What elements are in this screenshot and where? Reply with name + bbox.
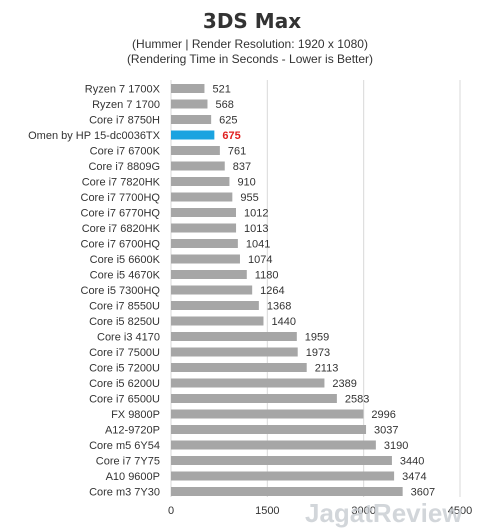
value-label: 1180 [255,270,279,282]
x-tick-label: 1500 [255,505,279,517]
value-label: 3607 [411,487,435,499]
category-label: Core i7 7Y75 [96,456,160,468]
category-label: Core i7 8550U [89,301,160,313]
value-label: 1973 [306,347,330,359]
category-labels: Ryzen 7 1700X Ryzen 7 1700 Core i7 8750H Om… [28,84,161,499]
category-label: Core i7 6770HQ [81,208,161,220]
chart-subtitle-1: (Hummer | Render Resolution: 1920 x 1080… [132,37,368,51]
category-label: Ryzen 7 1700 [92,99,160,111]
bar [171,208,236,217]
bar [171,177,230,186]
value-label: 3440 [400,456,424,468]
value-label: 2996 [371,409,395,421]
category-label: Core i7 7700HQ [81,192,161,204]
category-label: FX 9800P [111,409,160,421]
chart-subtitle-2: (Rendering Time in Seconds - Lower is Be… [127,52,373,66]
value-label: 568 [215,99,233,111]
bar [171,99,208,109]
bar [171,192,233,202]
bar [171,239,238,248]
x-tick-label: 4500 [448,505,472,517]
bar [171,270,247,279]
value-labels: 521 568 625 675 761 837 910 955 1012 1013 1041 1074… [212,84,435,499]
bar [171,115,212,124]
value-label: 2113 [315,363,339,375]
category-label: Core i3 4170 [97,332,160,344]
value-label: 625 [219,115,237,127]
value-label: 3037 [374,425,398,437]
value-label: 1013 [244,223,268,235]
value-label: 1041 [246,239,270,251]
category-label: Core i5 7200U [89,363,160,375]
value-label: 1074 [248,254,272,266]
category-label: Core i7 6820HK [82,223,161,235]
bar-highlight [171,130,215,140]
bar [171,223,237,233]
bars [171,84,403,496]
bar [171,84,205,93]
bar [171,487,403,496]
value-label: 910 [237,177,255,189]
x-tick-label: 3000 [351,505,375,517]
category-label: Core i5 7300HQ [81,285,161,297]
category-label: Core i7 7820HK [82,177,161,189]
value-label: 2389 [332,378,356,390]
value-label: 1368 [267,301,291,313]
category-label: Core i7 8750H [89,115,160,127]
bar [171,161,225,171]
bar [171,316,264,326]
category-label: Core i5 6200U [89,378,160,390]
bar [171,363,307,372]
category-label: Omen by HP 15-dc0036TX [28,130,161,142]
category-label: Core i7 6700K [90,146,161,158]
category-label: Core i5 8250U [89,316,160,328]
chart-title: 3DS Max [203,9,301,33]
value-label: 761 [228,146,246,158]
value-label: 837 [233,161,251,173]
bar [171,146,220,155]
category-label: Core i7 6700HQ [81,239,161,251]
value-label: 955 [240,192,258,204]
category-label: A10 9600P [106,471,160,483]
value-label: 1959 [305,332,329,344]
watermark-logo: JagatReview [305,498,463,528]
bar [171,440,376,450]
category-label: Core i7 7500U [89,347,160,359]
category-label: Core m3 7Y30 [89,487,160,499]
bar [171,254,240,264]
category-label: Ryzen 7 1700X [85,84,161,96]
bar [171,394,337,403]
category-label: Core i7 6500U [89,394,160,406]
bar [171,456,392,465]
value-label: 3190 [384,440,408,452]
value-label: 3474 [402,471,426,483]
bar [171,471,395,481]
bar [171,425,367,434]
bar [171,332,297,341]
value-label: 521 [212,84,230,96]
category-label: Core i5 4670K [90,270,161,282]
bar [171,409,364,419]
value-label: 2583 [345,394,369,406]
category-label: Core i7 8809G [88,161,160,173]
value-label: 1440 [271,316,295,328]
value-label: 1012 [244,208,268,220]
category-label: Core i5 6600K [90,254,161,266]
category-label: Core m5 6Y54 [89,440,160,452]
bar [171,347,298,357]
category-label: A12-9720P [105,425,160,437]
value-label: 675 [222,130,240,142]
x-tick-labels: 0 1500 3000 4500 [168,505,472,517]
bar [171,378,325,388]
bar [171,301,259,310]
x-tick-label: 0 [168,505,174,517]
value-label: 1264 [260,285,284,297]
bar [171,285,253,295]
